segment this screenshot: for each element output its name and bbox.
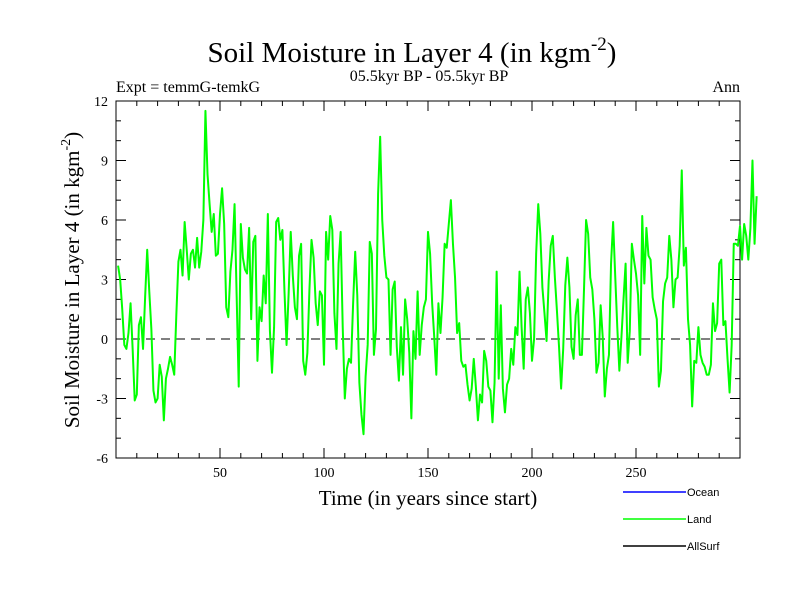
- x-tick-label: 250: [626, 466, 647, 481]
- x-tick-label: 150: [418, 466, 439, 481]
- x-tick-label: 100: [314, 466, 335, 481]
- series-line-land: [117, 109, 758, 436]
- season-label: Ann: [712, 79, 740, 96]
- y-tick-label: 0: [101, 333, 108, 348]
- chart-title: Soil Moisture in Layer 4 (in kgm-2): [208, 34, 617, 69]
- chart-title-close: ): [607, 37, 617, 69]
- y-axis-label-superscript: -2: [59, 139, 74, 151]
- y-tick-label: -6: [96, 452, 108, 467]
- chart-title-superscript: -2: [591, 34, 607, 55]
- y-axis-label: Soil Moisture in Layer 4 (in kgm-2): [59, 132, 84, 428]
- y-axis-label-main: Soil Moisture in Layer 4 (in kgm: [60, 151, 84, 429]
- y-tick-label: 3: [101, 274, 108, 289]
- chart-subtitle: 05.5kyr BP - 05.5kyr BP: [350, 68, 509, 85]
- chart-title-main: Soil Moisture in Layer 4 (in kgm: [208, 37, 592, 69]
- plot-frame: [115, 100, 741, 459]
- legend-label-allsurf: AllSurf: [687, 541, 720, 553]
- x-tick-label: 200: [522, 466, 543, 481]
- tick-labels: 50 100 150 200 250 -6 -3 0 3 6 9 12: [94, 95, 647, 481]
- y-tick-label: 6: [101, 214, 108, 229]
- y-tick-label: 12: [94, 95, 108, 110]
- y-tick-label: -3: [96, 393, 108, 408]
- x-axis-label: Time (in years since start): [319, 486, 538, 510]
- x-tick-label: 50: [213, 466, 227, 481]
- y-axis-label-close: ): [60, 132, 84, 139]
- y-tick-label: 9: [101, 155, 108, 170]
- legend: Ocean Land AllSurf: [623, 487, 720, 553]
- legend-label-ocean: Ocean: [687, 487, 719, 499]
- legend-label-land: Land: [687, 514, 711, 526]
- axis-ticks: [116, 100, 740, 459]
- expt-label: Expt = temmG-temkG: [116, 79, 261, 96]
